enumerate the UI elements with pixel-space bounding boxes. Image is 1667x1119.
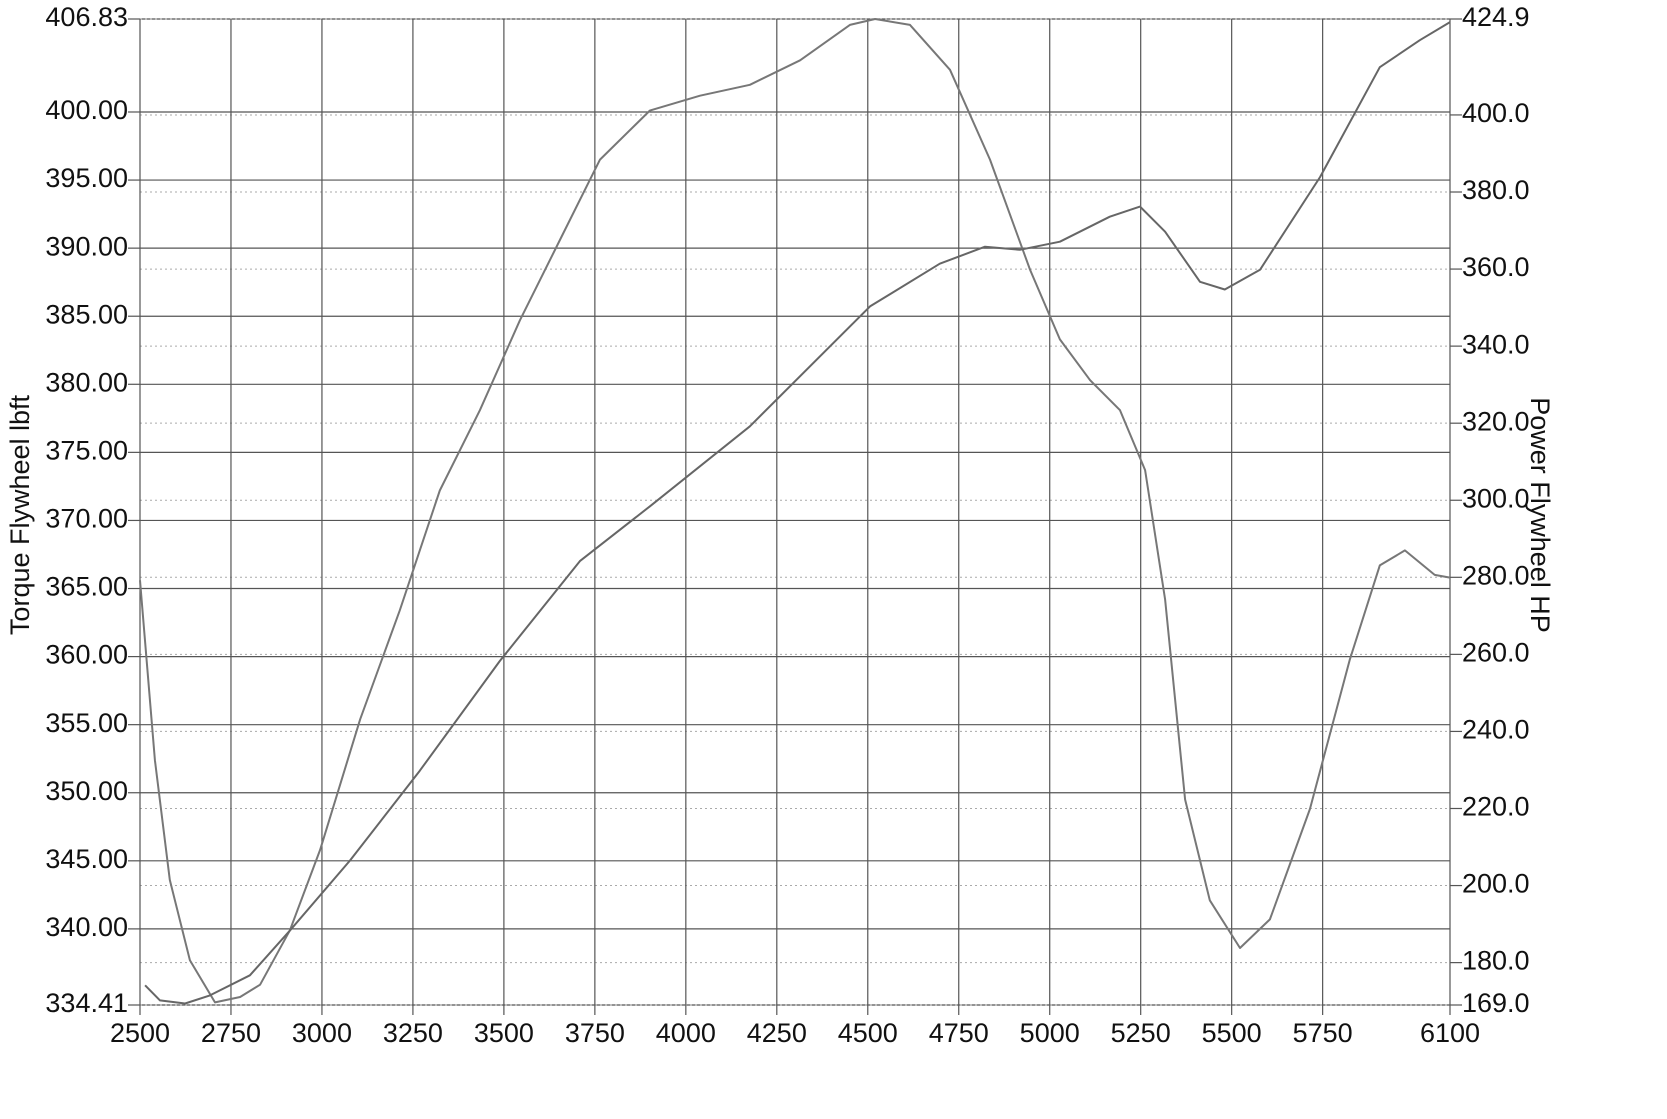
y2-tick-label: 380.0 <box>1462 175 1530 205</box>
y2-tick-label: 260.0 <box>1462 637 1530 667</box>
y2-tick-label: 280.0 <box>1462 560 1530 590</box>
y-tick-label: 380.00 <box>45 367 128 397</box>
y-tick-label: 400.00 <box>45 95 128 125</box>
x-tick-label: 2500 <box>110 1018 170 1048</box>
x-tick-label: 3500 <box>474 1018 534 1048</box>
y2-tick-label: 400.0 <box>1462 98 1530 128</box>
y-tick-label: 395.00 <box>45 163 128 193</box>
series-line <box>144 21 1451 1005</box>
x-tick-label: 2750 <box>201 1018 261 1048</box>
series-line <box>139 18 1451 1004</box>
y2-tick-label: 240.0 <box>1462 715 1530 745</box>
x-tick-label: 4000 <box>656 1018 716 1048</box>
y-axis-label: Torque Flywheel lbft <box>5 394 35 635</box>
y-tick-label: 390.00 <box>45 231 128 261</box>
y-tick-label: 345.00 <box>45 844 128 874</box>
x-tick-label: 4750 <box>929 1018 989 1048</box>
y-tick-label: 350.00 <box>45 776 128 806</box>
y-tick-label: 375.00 <box>45 435 128 465</box>
x-tick-label: 4250 <box>747 1018 807 1048</box>
x-tick-label: 5000 <box>1020 1018 1080 1048</box>
x-tick-label: 3250 <box>383 1018 443 1048</box>
y2-tick-label: 340.0 <box>1462 329 1530 359</box>
y-tick-label: 385.00 <box>45 299 128 329</box>
y-tick-label: 334.41 <box>45 988 128 1018</box>
y2-tick-label: 180.0 <box>1462 946 1530 976</box>
y2-tick-label: 320.0 <box>1462 406 1530 436</box>
x-tick-label: 5750 <box>1293 1018 1353 1048</box>
y-tick-label: 406.83 <box>45 2 128 32</box>
y2-tick-label: 300.0 <box>1462 483 1530 513</box>
x-tick-label: 6100 <box>1420 1018 1480 1048</box>
x-tick-label: 5500 <box>1202 1018 1262 1048</box>
x-tick-label: 3750 <box>565 1018 625 1048</box>
y2-tick-label: 360.0 <box>1462 252 1530 282</box>
y2-axis-label: Power Flywheel HP <box>1525 397 1555 633</box>
y2-tick-label: 169.0 <box>1462 988 1530 1018</box>
y-tick-label: 370.00 <box>45 504 128 534</box>
y2-tick-label: 424.9 <box>1462 2 1530 32</box>
y2-tick-label: 200.0 <box>1462 869 1530 899</box>
y2-tick-label: 220.0 <box>1462 792 1530 822</box>
x-tick-label: 5250 <box>1111 1018 1171 1048</box>
y-tick-label: 340.00 <box>45 912 128 942</box>
y-tick-label: 365.00 <box>45 572 128 602</box>
y-tick-label: 360.00 <box>45 640 128 670</box>
x-tick-label: 4500 <box>838 1018 898 1048</box>
x-tick-label: 3000 <box>292 1018 352 1048</box>
y-tick-label: 355.00 <box>45 708 128 738</box>
